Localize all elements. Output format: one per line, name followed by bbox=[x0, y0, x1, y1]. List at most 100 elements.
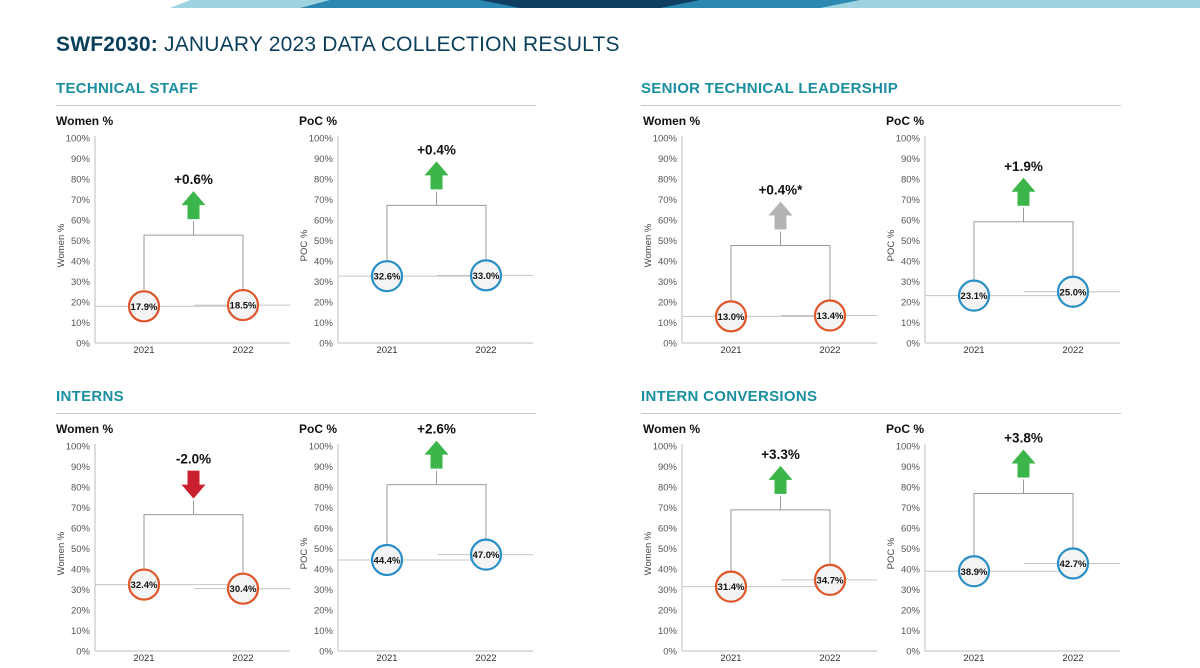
data-label: 44.4% bbox=[374, 555, 401, 566]
y-axis-title: POC % bbox=[886, 229, 897, 261]
y-tick-label: 20% bbox=[658, 298, 678, 309]
data-label: 13.0% bbox=[718, 312, 745, 323]
y-tick-label: 70% bbox=[71, 503, 91, 514]
x-tick-label: 2022 bbox=[1062, 345, 1083, 356]
data-point bbox=[127, 568, 161, 601]
section-senior-technical-leadership: SENIOR TECHNICAL LEADERSHIP bbox=[641, 80, 1121, 106]
y-tick-label: 90% bbox=[901, 154, 921, 165]
y-tick-label: 100% bbox=[653, 134, 678, 145]
y-tick-label: 50% bbox=[658, 236, 678, 247]
x-tick-label: 2021 bbox=[133, 653, 154, 664]
data-point bbox=[226, 288, 260, 322]
data-label: 13.4% bbox=[817, 311, 844, 322]
comparison-bracket bbox=[386, 484, 487, 546]
data-point bbox=[813, 563, 847, 596]
arrow-up-icon bbox=[424, 440, 449, 469]
y-tick-label: 80% bbox=[901, 175, 921, 186]
y-tick-label: 100% bbox=[653, 442, 678, 453]
section-title: INTERN CONVERSIONS bbox=[641, 388, 1121, 414]
data-label: 33.0% bbox=[473, 271, 500, 282]
y-tick-label: 90% bbox=[71, 154, 91, 165]
y-tick-label: 50% bbox=[314, 544, 334, 555]
x-tick-label: 2021 bbox=[133, 345, 154, 356]
y-axis-title: Women % bbox=[56, 223, 67, 267]
y-tick-label: 60% bbox=[71, 216, 91, 227]
page-title-brand: SWF2030: bbox=[56, 33, 158, 56]
x-tick-label: 2022 bbox=[475, 653, 496, 664]
arrow-up-icon bbox=[768, 465, 793, 494]
y-tick-label: 50% bbox=[71, 544, 91, 555]
arrow-up-neutral-icon bbox=[768, 201, 793, 230]
x-tick-label: 2021 bbox=[963, 345, 984, 356]
y-tick-label: 50% bbox=[71, 236, 91, 247]
y-tick-label: 40% bbox=[71, 565, 91, 576]
data-point bbox=[469, 538, 503, 571]
data-label: 17.9% bbox=[131, 302, 158, 313]
y-tick-label: 30% bbox=[71, 277, 91, 288]
y-tick-label: 30% bbox=[901, 585, 921, 596]
y-tick-label: 70% bbox=[314, 503, 334, 514]
y-tick-label: 0% bbox=[319, 339, 333, 350]
y-axis-title: POC % bbox=[299, 229, 310, 261]
y-tick-label: 50% bbox=[314, 236, 334, 247]
y-tick-label: 0% bbox=[76, 339, 90, 350]
comparison-bracket bbox=[143, 514, 244, 575]
data-label: 25.0% bbox=[1060, 287, 1087, 298]
y-tick-label: 40% bbox=[658, 565, 678, 576]
data-point bbox=[957, 555, 991, 588]
comparison-bracket bbox=[973, 221, 1074, 282]
y-tick-label: 0% bbox=[76, 647, 90, 658]
data-label: 30.4% bbox=[230, 584, 257, 595]
y-tick-label: 70% bbox=[314, 195, 334, 206]
change-label: +0.4% bbox=[417, 142, 456, 157]
chart-title: Women % bbox=[643, 114, 700, 128]
data-label: 47.0% bbox=[473, 550, 500, 561]
x-tick-label: 2021 bbox=[376, 345, 397, 356]
data-point bbox=[957, 279, 991, 312]
y-tick-label: 30% bbox=[314, 277, 334, 288]
y-tick-label: 10% bbox=[314, 318, 334, 329]
data-point bbox=[714, 570, 748, 603]
data-point bbox=[714, 300, 748, 333]
top-banner-band bbox=[0, 0, 1200, 8]
y-tick-label: 20% bbox=[314, 606, 334, 617]
y-tick-label: 60% bbox=[658, 524, 678, 535]
y-tick-label: 30% bbox=[71, 585, 91, 596]
data-point bbox=[370, 260, 404, 293]
y-tick-label: 30% bbox=[658, 277, 678, 288]
x-tick-label: 2021 bbox=[720, 345, 741, 356]
y-tick-label: 60% bbox=[314, 216, 334, 227]
y-tick-label: 20% bbox=[314, 298, 334, 309]
intern-conversions-women-chart: Women % 0% 10% 20% 30% 40% 50% 60% 70% 80% 90% 100%… bbox=[643, 422, 877, 664]
y-tick-label: 100% bbox=[896, 442, 921, 453]
y-tick-label: 50% bbox=[901, 236, 921, 247]
y-tick-label: 100% bbox=[66, 134, 91, 145]
y-tick-label: 30% bbox=[314, 585, 334, 596]
y-tick-label: 90% bbox=[658, 462, 678, 473]
y-tick-label: 0% bbox=[663, 647, 677, 658]
change-label: +3.8% bbox=[1004, 430, 1043, 445]
y-tick-label: 80% bbox=[314, 175, 334, 186]
change-label: +0.6% bbox=[174, 172, 213, 187]
y-tick-label: 70% bbox=[71, 195, 91, 206]
data-label: 32.6% bbox=[374, 272, 401, 283]
y-tick-label: 50% bbox=[658, 544, 678, 555]
change-label: +0.4%* bbox=[759, 183, 804, 198]
chart-title: PoC % bbox=[886, 114, 924, 128]
intern-conversions-poc-chart: PoC % 0% 10% 20% 30% 40% 50% 60% 70% 80% 90% 100% PO… bbox=[886, 422, 1120, 664]
arrow-up-icon bbox=[1011, 177, 1036, 206]
x-tick-label: 2021 bbox=[720, 653, 741, 664]
data-label: 18.5% bbox=[230, 301, 257, 312]
change-label: +3.3% bbox=[761, 447, 800, 462]
x-tick-label: 2022 bbox=[819, 653, 840, 664]
y-tick-label: 30% bbox=[901, 277, 921, 288]
data-label: 34.7% bbox=[817, 575, 844, 586]
data-point bbox=[1056, 275, 1090, 308]
y-tick-label: 20% bbox=[658, 606, 678, 617]
data-label: 42.7% bbox=[1060, 559, 1087, 570]
y-axis-title: Women % bbox=[643, 531, 654, 575]
y-tick-label: 90% bbox=[658, 154, 678, 165]
y-tick-label: 100% bbox=[896, 134, 921, 145]
interns-women-chart: Women % 0% 10% 20% 30% 40% 50% 60% 70% 80% 90% 100%… bbox=[56, 422, 290, 664]
y-axis-title: POC % bbox=[886, 537, 897, 569]
